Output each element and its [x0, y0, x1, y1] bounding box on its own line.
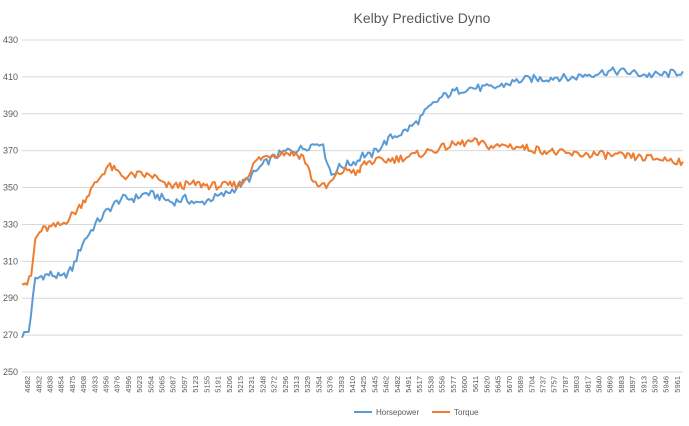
x-tick-label: 5704	[527, 376, 536, 393]
x-tick-label: 4996	[124, 376, 133, 393]
x-tick-label: 5620	[482, 376, 491, 393]
x-tick-label: 5023	[135, 376, 144, 393]
x-tick-label: 5231	[247, 376, 256, 393]
x-tick-label: 5065	[158, 376, 167, 393]
x-tick-label: 5538	[426, 376, 435, 393]
gridlines	[22, 39, 683, 373]
x-tick-label: 5296	[281, 376, 290, 393]
x-tick-label: 5897	[628, 376, 637, 393]
x-tick-label: 4875	[68, 376, 77, 393]
x-tick-label: 5787	[561, 376, 570, 393]
x-tick-label: 5961	[673, 376, 682, 393]
series-line-torque	[21, 137, 684, 286]
x-tick-label: 5313	[292, 376, 301, 393]
x-tick-label: 5248	[258, 376, 267, 393]
x-tick-label: 5817	[583, 376, 592, 393]
x-tick-label: 5556	[438, 376, 447, 393]
x-tick-label: 5410	[348, 376, 357, 393]
x-tick-label: 5054	[146, 376, 155, 393]
series-lines	[21, 66, 684, 339]
y-tick-label: 390	[3, 109, 18, 119]
x-tick-label: 4933	[90, 376, 99, 393]
chart-title: Kelby Predictive Dyno	[354, 10, 491, 26]
x-tick-label: 5087	[169, 376, 178, 393]
y-tick-label: 410	[3, 72, 18, 82]
x-tick-label: 5803	[572, 376, 581, 393]
x-tick-label: 5393	[337, 376, 346, 393]
x-tick-label: 4956	[102, 376, 111, 393]
x-tick-label: 5869	[606, 376, 615, 393]
x-tick-label: 5425	[359, 376, 368, 393]
x-tick-label: 5840	[594, 376, 603, 393]
x-tick-label: 5491	[404, 376, 413, 393]
x-tick-label: 5946	[662, 376, 671, 393]
x-tick-label: 5206	[225, 376, 234, 393]
x-tick-label: 5462	[382, 376, 391, 393]
legend: Horsepower Torque	[354, 408, 479, 417]
x-tick-label: 4832	[34, 376, 43, 393]
x-tick-label: 5376	[326, 376, 335, 393]
x-tick-label: 5611	[471, 376, 480, 392]
x-tick-label: 4908	[79, 376, 88, 393]
x-tick-label: 5155	[202, 376, 211, 393]
series-line-horsepower	[21, 66, 684, 339]
x-tick-label: 4838	[46, 376, 55, 393]
x-tick-label: 5600	[460, 376, 469, 393]
x-tick-label: 5645	[494, 376, 503, 393]
x-tick-label: 5445	[370, 376, 379, 393]
x-tick-label: 5272	[270, 376, 279, 393]
y-tick-label: 370	[3, 146, 18, 156]
x-tick-label: 4682	[23, 376, 32, 393]
x-axis: 4682 4832 4838 4854 4875 4908 4933 4956 4976 4996…	[23, 376, 682, 393]
x-tick-label: 5577	[449, 376, 458, 393]
x-tick-label: 5354	[314, 376, 323, 393]
y-tick-label: 250	[3, 367, 18, 377]
x-tick-label: 5737	[538, 376, 547, 393]
x-tick-label: 4854	[57, 376, 66, 393]
x-tick-label: 5689	[516, 376, 525, 393]
x-tick-label: 5913	[639, 376, 648, 393]
x-tick-label: 4976	[113, 376, 122, 393]
y-tick-label: 330	[3, 219, 18, 229]
x-tick-label: 5670	[505, 376, 514, 393]
y-tick-label: 290	[3, 293, 18, 303]
y-tick-label: 430	[3, 35, 18, 45]
x-tick-label: 5329	[303, 376, 312, 393]
y-axis: 250 270 290 310 330 350 370 390 410 430	[3, 35, 18, 377]
x-tick-label: 5930	[650, 376, 659, 393]
x-tick-label: 5123	[191, 376, 200, 393]
x-tick-label: 5482	[393, 376, 402, 393]
x-tick-label: 5883	[617, 376, 626, 393]
y-tick-label: 270	[3, 330, 18, 340]
x-tick-label: 5191	[214, 376, 223, 393]
x-tick-label: 5517	[415, 376, 424, 393]
legend-entry: Horsepower	[376, 408, 419, 417]
x-tick-label: 5757	[550, 376, 559, 393]
legend-entry: Torque	[454, 408, 479, 417]
y-tick-label: 310	[3, 256, 18, 266]
y-tick-label: 350	[3, 183, 18, 193]
x-tick-label: 5097	[180, 376, 189, 393]
x-tick-label: 5215	[236, 376, 245, 393]
